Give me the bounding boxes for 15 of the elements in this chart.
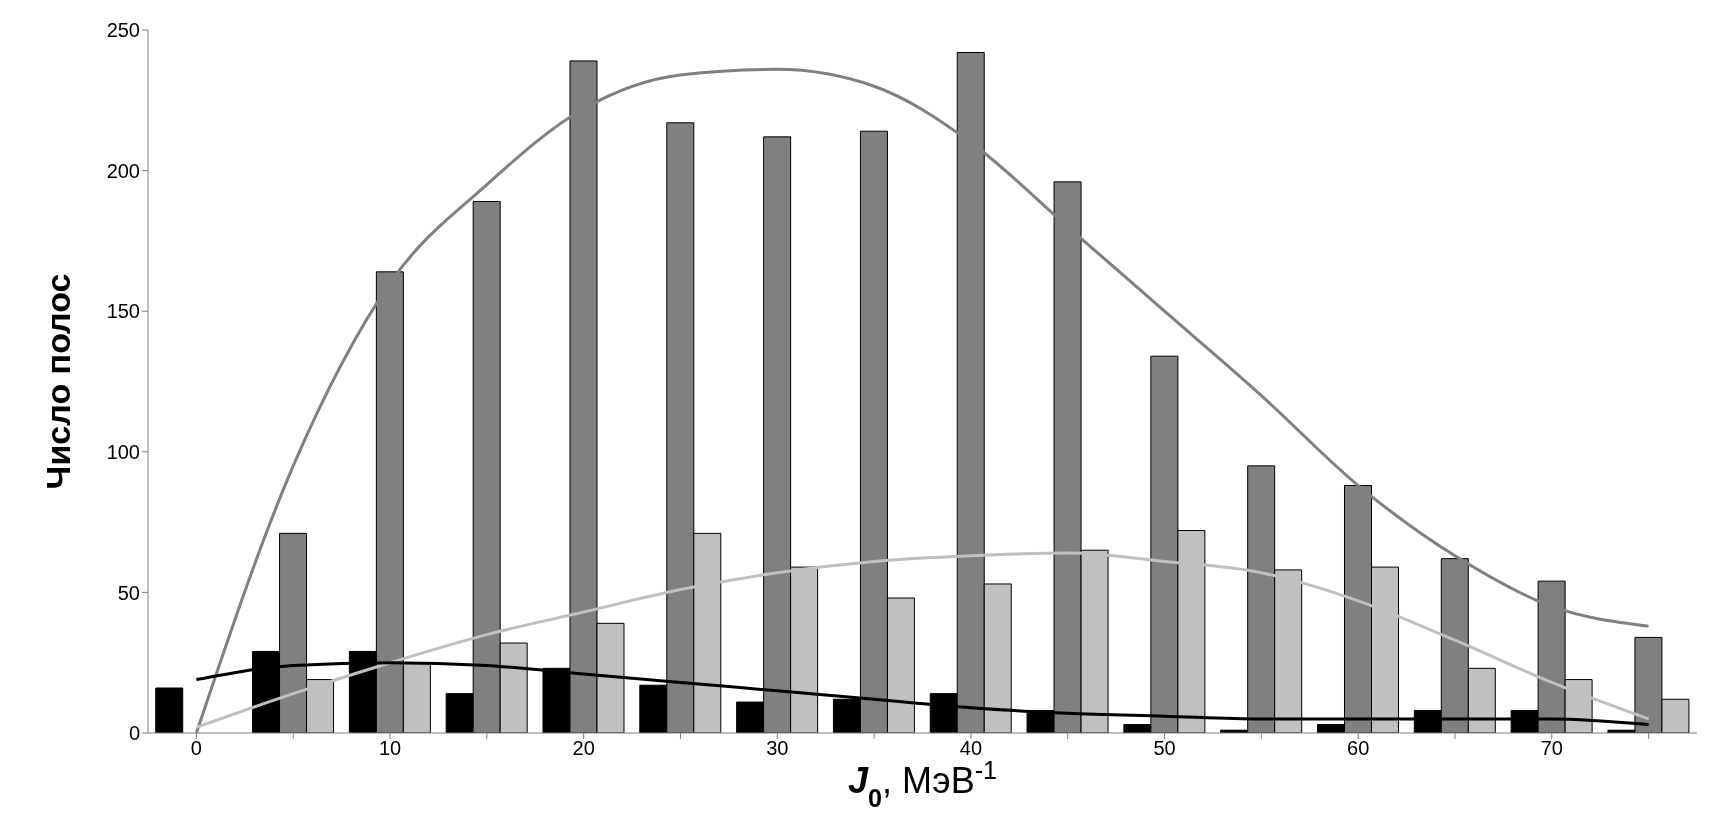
bar: [155, 687, 184, 733]
y-tick-label: 0: [128, 722, 140, 745]
x-tick-label: 50: [1153, 737, 1176, 760]
x-tick-label: 0: [190, 737, 202, 760]
y-tick-label: 50: [117, 581, 140, 604]
x-tick-label: 30: [766, 737, 789, 760]
x-tick-label: 10: [378, 737, 402, 760]
y-tick-label: 150: [106, 300, 140, 323]
y-tick-label: 100: [106, 440, 140, 463]
x-tick-label: 20: [572, 737, 595, 760]
y-tick-label: 250: [106, 19, 140, 42]
x-tick-label: 70: [1540, 737, 1563, 760]
y-axis-title: Число полос: [39, 273, 78, 490]
x-tick-label: 60: [1347, 737, 1370, 760]
y-tick-label: 200: [106, 159, 140, 182]
